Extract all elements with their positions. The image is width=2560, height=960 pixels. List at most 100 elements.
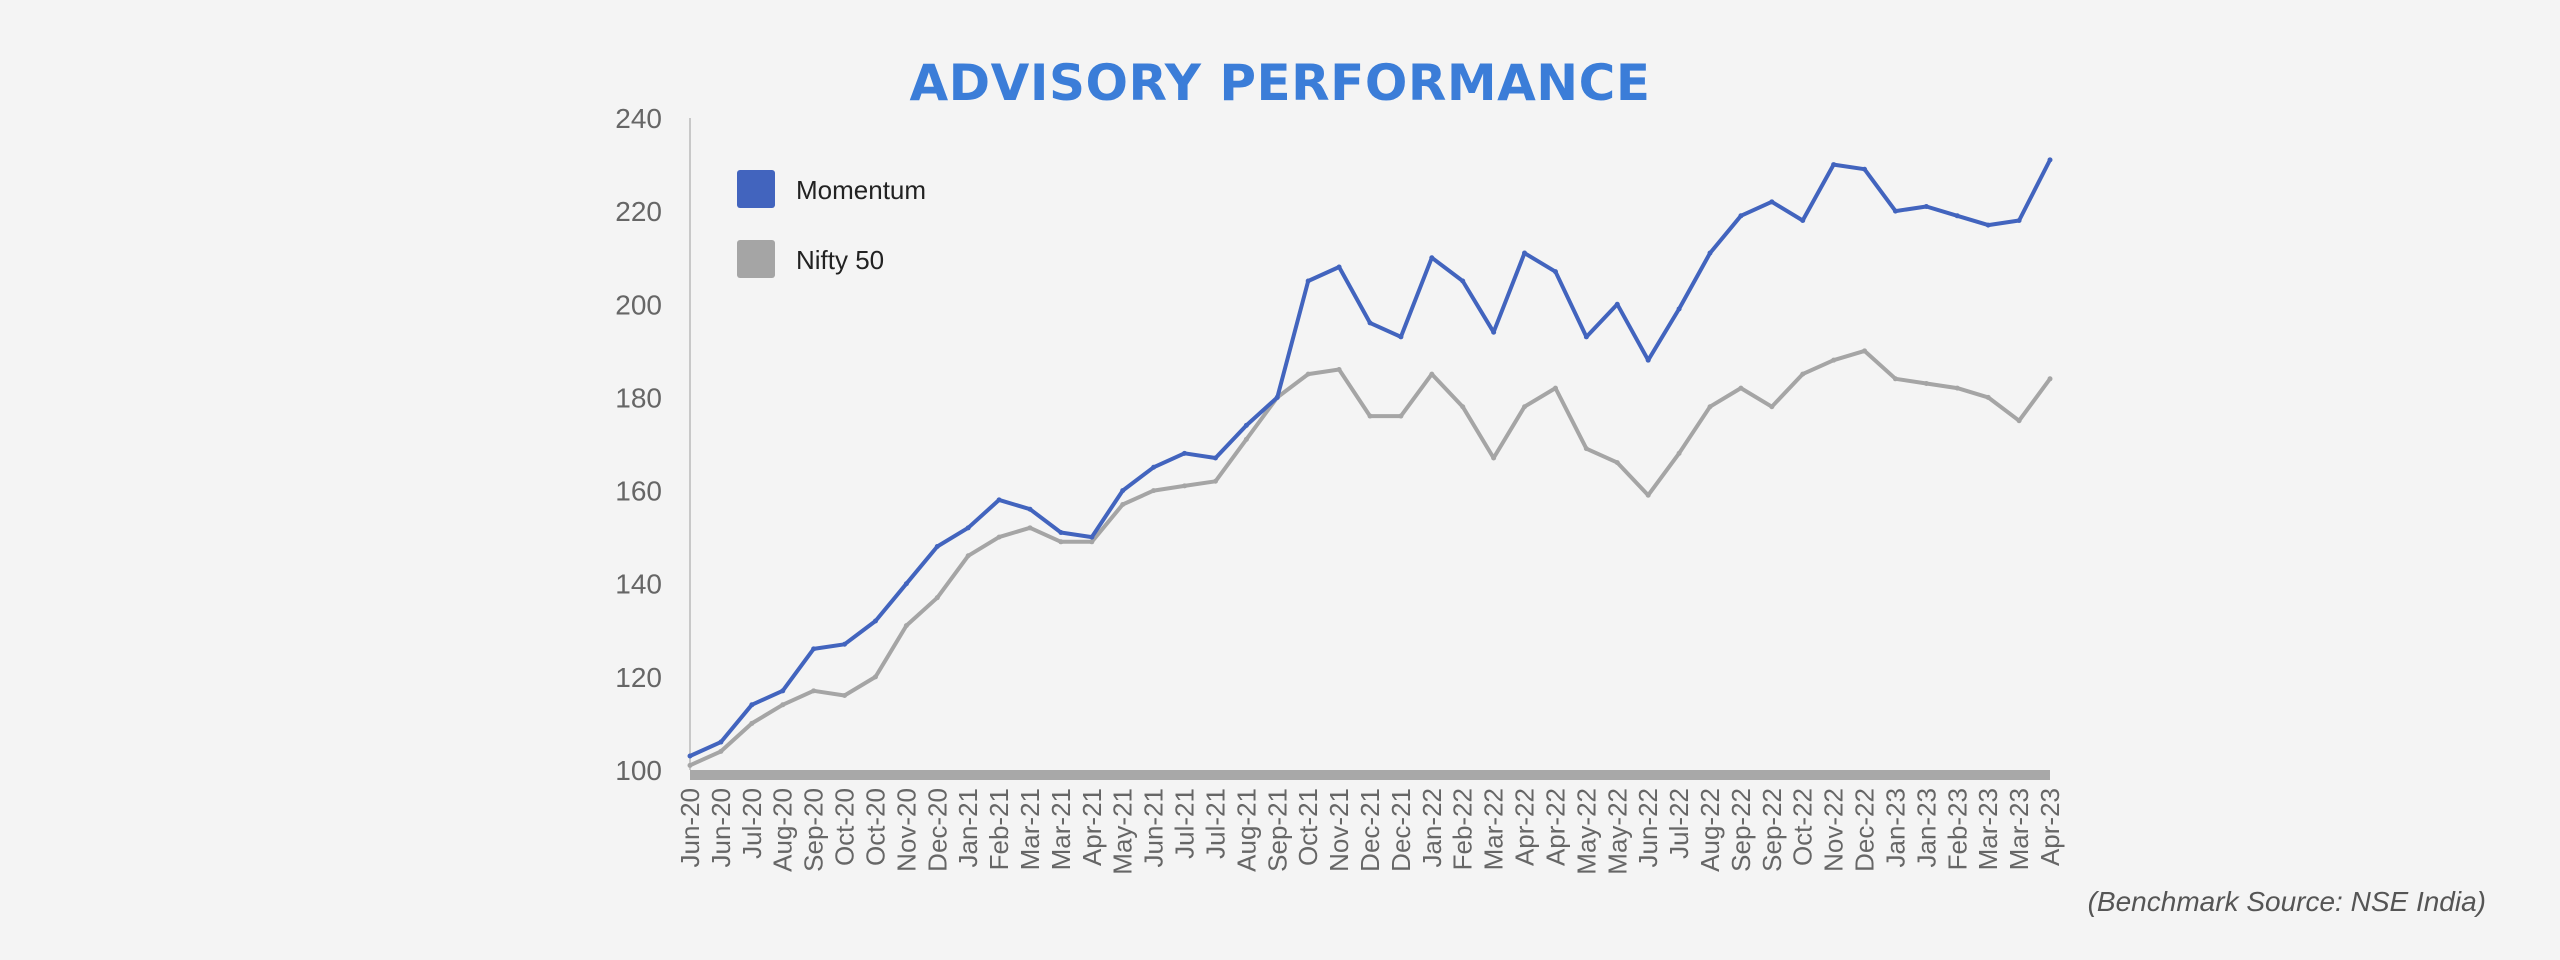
- data-point-momentum: [1367, 320, 1373, 326]
- data-point-nifty-50: [1676, 450, 1682, 456]
- y-tick-label: 120: [615, 662, 662, 693]
- data-point-nifty-50: [1552, 385, 1558, 391]
- data-point-nifty-50: [1707, 404, 1713, 410]
- x-tick-label: Jun-20: [706, 788, 736, 868]
- x-tick-label: Mar-21: [1046, 788, 1076, 870]
- data-point-nifty-50: [718, 748, 724, 754]
- x-tick-label: Oct-22: [1788, 788, 1818, 866]
- data-point-momentum: [1862, 166, 1868, 172]
- data-point-nifty-50: [1491, 455, 1497, 461]
- data-point-nifty-50: [1583, 446, 1589, 452]
- x-axis-band: [690, 770, 2050, 780]
- y-tick-label: 220: [615, 196, 662, 227]
- x-tick-label: Sep-20: [799, 788, 829, 872]
- x-tick-label: Sep-22: [1757, 788, 1787, 872]
- data-point-nifty-50: [1460, 404, 1466, 410]
- x-tick-label: Dec-22: [1850, 788, 1880, 872]
- data-point-nifty-50: [1800, 371, 1806, 377]
- data-point-nifty-50: [1058, 539, 1064, 545]
- data-point-nifty-50: [1243, 436, 1249, 442]
- data-point-momentum: [996, 497, 1002, 503]
- data-point-momentum: [1800, 217, 1806, 223]
- y-tick-label: 200: [615, 289, 662, 320]
- x-tick-label: Oct-21: [1293, 788, 1323, 866]
- x-tick-label: Jul-20: [737, 788, 767, 859]
- x-tick-label: Apr-22: [1510, 788, 1540, 866]
- data-point-momentum: [1985, 222, 1991, 228]
- data-point-nifty-50: [1429, 371, 1435, 377]
- x-tick-label: Nov-20: [891, 788, 921, 872]
- x-tick-label: Sep-22: [1726, 788, 1756, 872]
- data-point-nifty-50: [996, 534, 1002, 540]
- x-tick-label: Jul-21: [1200, 788, 1230, 859]
- data-point-momentum: [872, 618, 878, 624]
- data-point-nifty-50: [1645, 492, 1651, 498]
- data-point-momentum: [1491, 329, 1497, 335]
- x-tick-label: Jan-23: [1880, 788, 1910, 868]
- x-tick-label: Nov-21: [1324, 788, 1354, 872]
- data-point-momentum: [1274, 394, 1280, 400]
- data-point-momentum: [1212, 455, 1218, 461]
- data-point-nifty-50: [1769, 404, 1775, 410]
- y-tick-label: 140: [615, 569, 662, 600]
- x-tick-label: Dec-21: [1355, 788, 1385, 872]
- data-point-momentum: [1460, 278, 1466, 284]
- x-tick-label: Aug-21: [1231, 788, 1261, 872]
- data-point-momentum: [1769, 199, 1775, 205]
- data-point-momentum: [687, 753, 693, 759]
- data-point-nifty-50: [1151, 488, 1157, 494]
- x-tick-label: Apr-22: [1540, 788, 1570, 866]
- data-point-nifty-50: [1831, 357, 1837, 363]
- x-tick-label: Apr-21: [1077, 788, 1107, 866]
- data-point-nifty-50: [1089, 539, 1095, 545]
- data-point-nifty-50: [1336, 366, 1342, 372]
- data-point-nifty-50: [1892, 376, 1898, 382]
- data-point-momentum: [1892, 208, 1898, 214]
- data-point-nifty-50: [934, 595, 940, 601]
- data-point-momentum: [1305, 278, 1311, 284]
- data-point-nifty-50: [2016, 418, 2022, 424]
- x-tick-label: Oct-20: [830, 788, 860, 866]
- data-point-nifty-50: [842, 692, 848, 698]
- data-point-momentum: [1027, 506, 1033, 512]
- data-point-momentum: [1954, 213, 1960, 219]
- data-point-nifty-50: [1862, 348, 1868, 354]
- data-point-nifty-50: [1120, 502, 1126, 508]
- x-tick-label: Jun-22: [1633, 788, 1663, 868]
- x-tick-label: Feb-22: [1448, 788, 1478, 870]
- data-point-nifty-50: [872, 674, 878, 680]
- y-tick-label: 100: [615, 755, 662, 786]
- x-tick-label: Nov-22: [1819, 788, 1849, 872]
- data-point-momentum: [1336, 264, 1342, 270]
- data-point-momentum: [718, 739, 724, 745]
- data-point-nifty-50: [1522, 404, 1528, 410]
- legend-label: Momentum: [796, 175, 926, 205]
- data-point-momentum: [1151, 464, 1157, 470]
- series-line-momentum: [688, 157, 2052, 758]
- data-point-nifty-50: [2047, 376, 2053, 382]
- data-point-nifty-50: [780, 702, 786, 708]
- data-point-nifty-50: [965, 553, 971, 559]
- legend-swatch: [737, 170, 775, 208]
- x-tick-label: Mar-23: [2004, 788, 2034, 870]
- data-point-nifty-50: [1212, 478, 1218, 484]
- data-point-nifty-50: [1182, 483, 1188, 489]
- data-point-momentum: [1058, 529, 1064, 535]
- data-point-momentum: [2047, 157, 2053, 163]
- data-point-momentum: [1923, 203, 1929, 209]
- data-point-nifty-50: [1367, 413, 1373, 419]
- data-point-momentum: [2016, 217, 2022, 223]
- x-tick-label: Aug-20: [768, 788, 798, 872]
- x-tick-label: May-22: [1602, 788, 1632, 875]
- data-point-momentum: [1182, 450, 1188, 456]
- x-tick-label: May-22: [1571, 788, 1601, 875]
- legend-label: Nifty 50: [796, 245, 884, 275]
- data-point-momentum: [903, 581, 909, 587]
- data-point-momentum: [1614, 301, 1620, 307]
- data-point-nifty-50: [1305, 371, 1311, 377]
- data-point-momentum: [1120, 488, 1126, 494]
- data-point-momentum: [965, 525, 971, 531]
- x-tick-label: Sep-21: [1262, 788, 1292, 872]
